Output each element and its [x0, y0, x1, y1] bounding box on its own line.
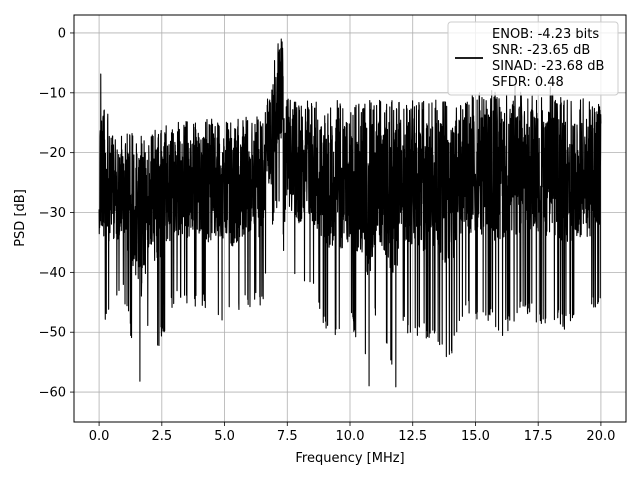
y-tick-label: −40	[39, 266, 66, 281]
y-axis-ticks: 0 −10 −20 −30 −40 −50 −60	[39, 26, 74, 401]
legend-snr: SNR: -23.65 dB	[492, 43, 590, 58]
legend-enob: ENOB: -4.23 bits	[492, 27, 599, 42]
y-tick-label: −20	[39, 146, 66, 161]
y-tick-label: −60	[39, 386, 66, 401]
legend: ENOB: -4.23 bits SNR: -23.65 dB SINAD: -…	[447, 21, 619, 96]
x-tick-label: 5.0	[214, 429, 235, 444]
y-tick-label: 0	[58, 26, 66, 41]
y-tick-label: −10	[39, 86, 66, 101]
x-tick-label: 7.5	[277, 429, 298, 444]
y-tick-label: −30	[39, 206, 66, 221]
x-tick-label: 10.0	[336, 429, 365, 444]
x-axis-ticks: 0.0 2.5 5.0 7.5 10.0 12.5 15.0 17.5 20.0	[89, 422, 615, 444]
psd-trace	[98, 38, 602, 388]
legend-box	[447, 21, 619, 96]
legend-sinad: SINAD: -23.68 dB	[492, 59, 604, 74]
y-tick-label: −50	[39, 326, 66, 341]
x-axis-label: Frequency [MHz]	[295, 451, 404, 466]
x-tick-label: 2.5	[151, 429, 172, 444]
psd-series	[98, 38, 602, 388]
legend-sfdr: SFDR: 0.48	[492, 75, 564, 90]
x-tick-label: 17.5	[524, 429, 553, 444]
x-tick-label: 0.0	[89, 429, 110, 444]
x-tick-label: 12.5	[398, 429, 427, 444]
y-axis-label: PSD [dB]	[13, 189, 28, 247]
x-tick-label: 15.0	[461, 429, 490, 444]
x-tick-label: 20.0	[586, 429, 615, 444]
